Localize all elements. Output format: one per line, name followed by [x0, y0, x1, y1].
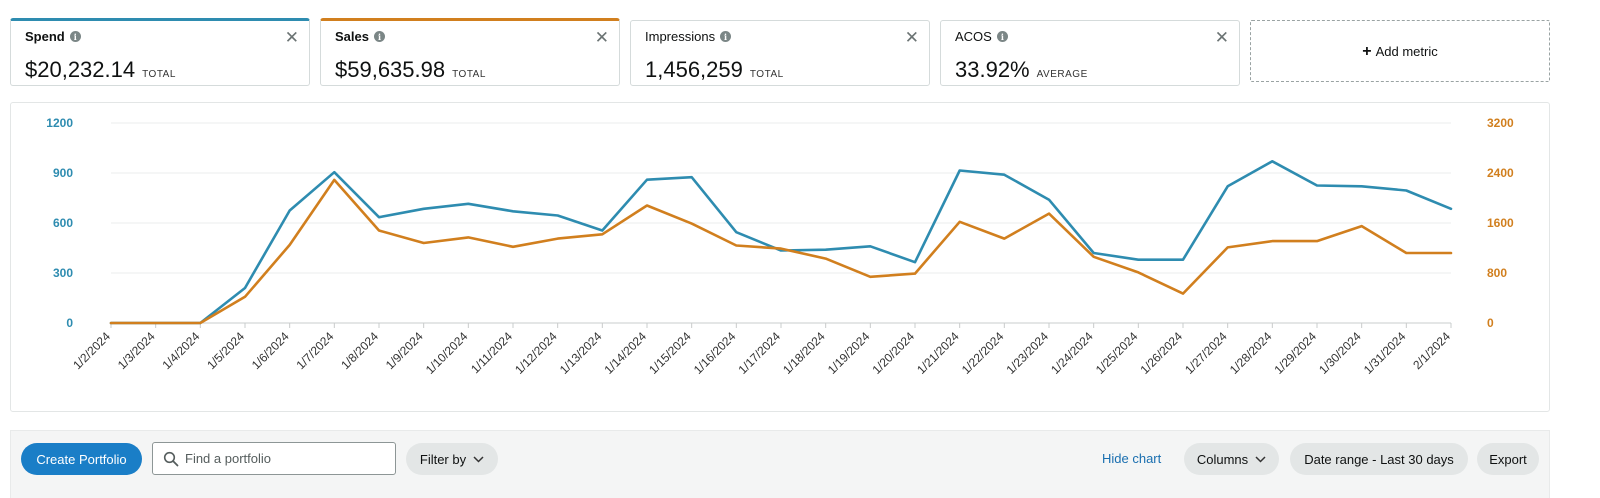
x-axis-tick-label: 1/22/2024 [959, 329, 1007, 377]
chevron-down-icon [473, 455, 484, 463]
close-icon[interactable]: ✕ [904, 28, 919, 47]
close-icon[interactable]: ✕ [284, 28, 299, 47]
metric-name: Impressions i [645, 29, 732, 44]
plus-icon: + [1362, 42, 1372, 60]
filter-by-dropdown[interactable]: Filter by [406, 443, 498, 475]
info-icon[interactable]: i [69, 31, 81, 42]
x-axis-tick-label: 1/8/2024 [338, 329, 381, 372]
create-portfolio-button[interactable]: Create Portfolio [21, 443, 142, 475]
info-icon[interactable]: i [373, 31, 385, 42]
info-icon[interactable]: i [720, 31, 732, 42]
left-axis-tick-label: 1200 [46, 116, 73, 130]
metric-card-spend[interactable]: Spend i ✕ $20,232.14 TOTAL [10, 18, 310, 86]
x-axis-tick-label: 1/9/2024 [383, 329, 426, 372]
close-icon[interactable]: ✕ [594, 28, 609, 47]
x-axis-tick-label: 1/29/2024 [1271, 329, 1319, 377]
series-line-spend [109, 159, 1453, 325]
left-axis-tick-label: 300 [53, 266, 73, 280]
x-axis-tick-label: 1/19/2024 [825, 329, 873, 377]
x-axis-tick-label: 1/30/2024 [1316, 329, 1364, 377]
search-box [152, 442, 396, 475]
right-axis-tick-label: 0 [1487, 316, 1494, 330]
x-axis-tick-label: 1/13/2024 [557, 329, 605, 377]
metric-name: Sales i [335, 29, 385, 44]
x-axis-tick-label: 1/16/2024 [691, 329, 739, 377]
metric-value: 1,456,259 TOTAL [645, 57, 784, 82]
export-button[interactable]: Export [1477, 443, 1539, 475]
x-axis-tick-label: 1/6/2024 [249, 329, 292, 372]
metric-value: $59,635.98 TOTAL [335, 57, 486, 82]
add-metric-button[interactable]: + Add metric [1250, 20, 1550, 82]
x-axis-tick-label: 1/28/2024 [1227, 329, 1275, 377]
metric-card-sales[interactable]: Sales i ✕ $59,635.98 TOTAL [320, 18, 620, 86]
x-axis-tick-label: 1/3/2024 [115, 329, 158, 372]
series-line-sales [109, 178, 1453, 325]
x-axis-tick-label: 1/27/2024 [1182, 329, 1230, 377]
x-axis-tick-label: 1/14/2024 [601, 329, 649, 377]
x-axis-tick-label: 1/11/2024 [468, 329, 515, 376]
info-icon[interactable]: i [996, 31, 1008, 42]
metric-name: ACOS i [955, 29, 1008, 44]
right-axis-tick-label: 2400 [1487, 166, 1514, 180]
x-axis-tick-label: 1/24/2024 [1048, 329, 1096, 377]
x-axis-tick-label: 2/1/2024 [1410, 329, 1453, 372]
right-axis-tick-label: 1600 [1487, 216, 1514, 230]
x-axis-tick-label: 1/23/2024 [1003, 329, 1051, 377]
left-axis-tick-label: 900 [53, 166, 73, 180]
metric-card-acos[interactable]: ACOS i ✕ 33.92% AVERAGE [940, 20, 1240, 86]
portfolio-toolbar: Create Portfolio Filter by Hide chart Co… [10, 430, 1550, 498]
date-range-button[interactable]: Date range - Last 30 days [1290, 443, 1468, 475]
metric-name: Spend i [25, 29, 81, 44]
x-axis-tick-label: 1/31/2024 [1361, 329, 1409, 377]
left-axis-tick-label: 600 [53, 216, 73, 230]
right-axis-tick-label: 3200 [1487, 116, 1514, 130]
chart-panel: 0 300 600 900 1200 0 800 1600 2400 3200 1/2/2024 1/… [10, 102, 1550, 412]
x-axis-tick-label: 1/20/2024 [869, 329, 917, 377]
x-axis-tick-label: 1/25/2024 [1093, 329, 1141, 377]
search-icon [163, 451, 179, 467]
hide-chart-link[interactable]: Hide chart [1102, 451, 1162, 466]
metric-value: 33.92% AVERAGE [955, 57, 1088, 82]
x-axis-tick-label: 1/18/2024 [780, 329, 828, 377]
close-icon[interactable]: ✕ [1214, 28, 1229, 47]
left-axis-tick-label: 0 [66, 316, 73, 330]
x-axis-tick-label: 1/4/2024 [160, 329, 203, 372]
chevron-down-icon [1255, 455, 1266, 463]
x-axis-tick-label: 1/17/2024 [735, 329, 783, 377]
metric-card-impressions[interactable]: Impressions i ✕ 1,456,259 TOTAL [630, 20, 930, 86]
x-axis-tick-label: 1/2/2024 [70, 329, 113, 372]
x-axis-tick-label: 1/26/2024 [1137, 329, 1185, 377]
x-axis-tick-label: 1/5/2024 [204, 329, 247, 372]
metric-value: $20,232.14 TOTAL [25, 57, 176, 82]
right-axis-tick-label: 800 [1487, 266, 1507, 280]
x-axis-tick-label: 1/12/2024 [512, 329, 560, 377]
x-axis-tick-label: 1/21/2024 [914, 329, 962, 377]
x-axis-tick-label: 1/10/2024 [423, 329, 471, 377]
columns-dropdown[interactable]: Columns [1184, 443, 1279, 475]
x-axis-tick-label: 1/15/2024 [646, 329, 694, 377]
x-axis-tick-label: 1/7/2024 [294, 329, 337, 372]
search-input[interactable] [185, 451, 385, 466]
